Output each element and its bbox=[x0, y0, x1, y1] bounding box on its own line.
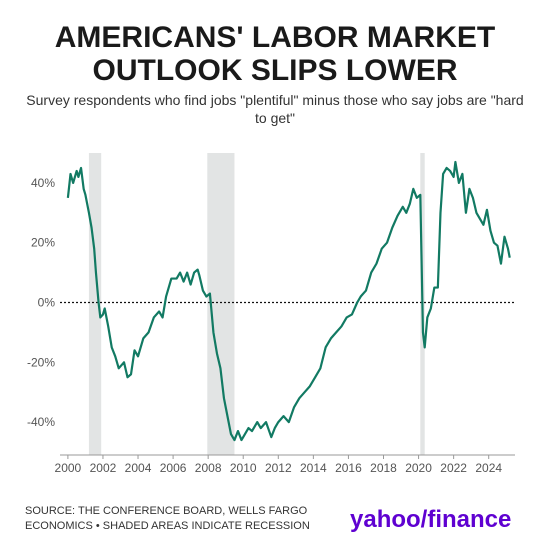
y-tick-label: -20% bbox=[27, 355, 55, 369]
y-tick-label: 40% bbox=[31, 176, 55, 190]
y-tick-label: -40% bbox=[27, 415, 55, 429]
chart-subtitle-line: Survey respondents who find jobs "plenti… bbox=[26, 92, 523, 108]
x-tick-label: 2008 bbox=[195, 461, 222, 475]
x-tick-label: 2010 bbox=[230, 461, 257, 475]
chart-title-line: AMERICANS' LABOR MARKET bbox=[55, 21, 495, 54]
chart-subtitle: Survey respondents who find jobs "plenti… bbox=[26, 92, 523, 126]
y-tick-label: 20% bbox=[31, 236, 55, 250]
x-tick-label: 2014 bbox=[300, 461, 327, 475]
x-tick-label: 2012 bbox=[265, 461, 292, 475]
chart-title-line: OUTLOOK SLIPS LOWER bbox=[93, 54, 458, 87]
chart-subtitle-line: to get" bbox=[255, 110, 295, 126]
y-tick-label: 0% bbox=[38, 296, 56, 310]
x-tick-label: 2024 bbox=[475, 461, 502, 475]
series-line bbox=[66, 160, 511, 442]
x-tick-label: 2000 bbox=[55, 461, 82, 475]
x-tick-label: 2006 bbox=[160, 461, 187, 475]
chart-source: SOURCE: THE CONFERENCE BOARD, WELLS FARG… bbox=[25, 505, 310, 532]
chart-source-line: ECONOMICS • SHADED AREAS INDICATE RECESS… bbox=[25, 520, 310, 532]
x-tick-label: 2002 bbox=[90, 461, 117, 475]
logo: yahoo/finance bbox=[350, 506, 511, 533]
chart-title: AMERICANS' LABOR MARKET OUTLOOK SLIPS LOW… bbox=[55, 21, 495, 87]
x-tick-label: 2022 bbox=[440, 461, 467, 475]
x-tick-label: 2020 bbox=[405, 461, 432, 475]
x-tick-label: 2004 bbox=[125, 461, 152, 475]
x-tick-label: 2018 bbox=[370, 461, 397, 475]
x-tick-label: 2016 bbox=[335, 461, 362, 475]
chart-source-line: SOURCE: THE CONFERENCE BOARD, WELLS FARG… bbox=[25, 505, 308, 517]
